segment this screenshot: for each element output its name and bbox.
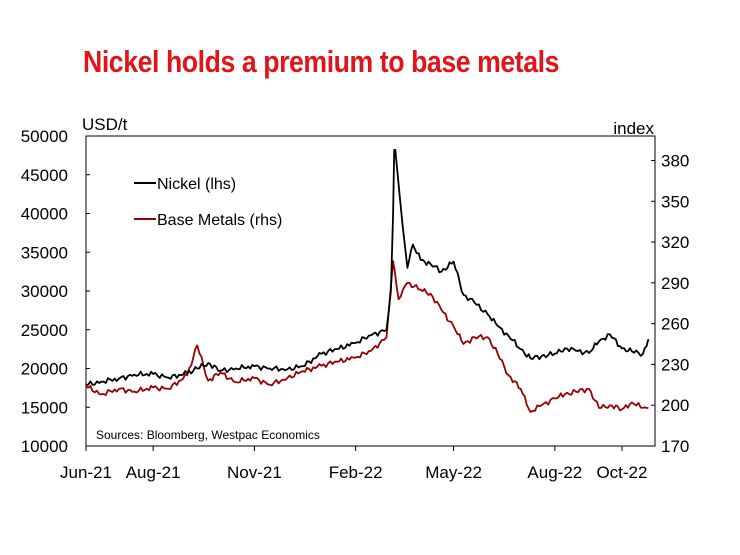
x-tick-label: Nov-21	[227, 463, 282, 482]
legend-label-nickel: Nickel (lhs)	[157, 176, 236, 193]
x-tick-label: May-22	[425, 463, 482, 482]
y-left-tick-label: 10000	[21, 437, 68, 456]
y-right-tick-label: 380	[661, 151, 689, 170]
y-left-tick-label: 25000	[21, 321, 68, 340]
y-right-tick-label: 230	[661, 355, 689, 374]
y-left-tick-label: 35000	[21, 243, 68, 262]
y-left-tick-label: 20000	[21, 360, 68, 379]
y-left-tick-label: 45000	[21, 166, 68, 185]
y-right-tick-label: 200	[661, 396, 689, 415]
y-left-tick-label: 15000	[21, 398, 68, 417]
x-tick-label: Aug-21	[126, 463, 181, 482]
y-right-tick-label: 170	[661, 437, 689, 456]
legend-label-base-metals: Base Metals (rhs)	[157, 212, 282, 229]
series-line-base-metals	[85, 260, 649, 413]
x-tick-label: Aug-22	[527, 463, 582, 482]
y-right-tick-label: 320	[661, 233, 689, 252]
y-left-tick-label: 50000	[21, 127, 68, 146]
y-right-label: index	[613, 119, 654, 138]
page-title: Nickel holds a premium to base metals	[83, 44, 559, 79]
y-right-tick-label: 350	[661, 192, 689, 211]
y-right-tick-label: 260	[661, 315, 689, 334]
legend: Nickel (lhs) Base Metals (rhs)	[134, 176, 282, 229]
series-line-nickel	[85, 149, 650, 386]
y-left-tick-label: 30000	[21, 282, 68, 301]
x-tick-label: Jun-21	[60, 463, 112, 482]
x-tick-label: Oct-22	[596, 463, 647, 482]
y-left-label: USD/t	[82, 115, 128, 134]
y-right-tick-label: 290	[661, 274, 689, 293]
y-left-tick-label: 40000	[21, 205, 68, 224]
source-note: Sources: Bloomberg, Westpac Economics	[96, 428, 320, 442]
x-tick-label: Feb-22	[329, 463, 383, 482]
